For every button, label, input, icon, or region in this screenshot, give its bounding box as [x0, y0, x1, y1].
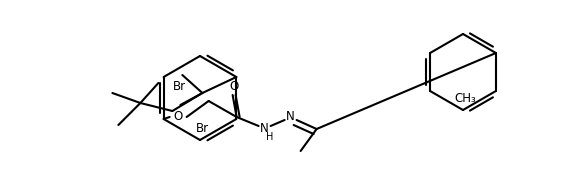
Text: N: N — [286, 111, 295, 124]
Text: Br: Br — [196, 123, 209, 136]
Text: O: O — [173, 111, 182, 124]
Text: H: H — [266, 132, 273, 142]
Text: Br: Br — [173, 80, 186, 93]
Text: N: N — [260, 123, 269, 136]
Text: O: O — [229, 80, 238, 92]
Text: CH₃: CH₃ — [454, 92, 476, 105]
